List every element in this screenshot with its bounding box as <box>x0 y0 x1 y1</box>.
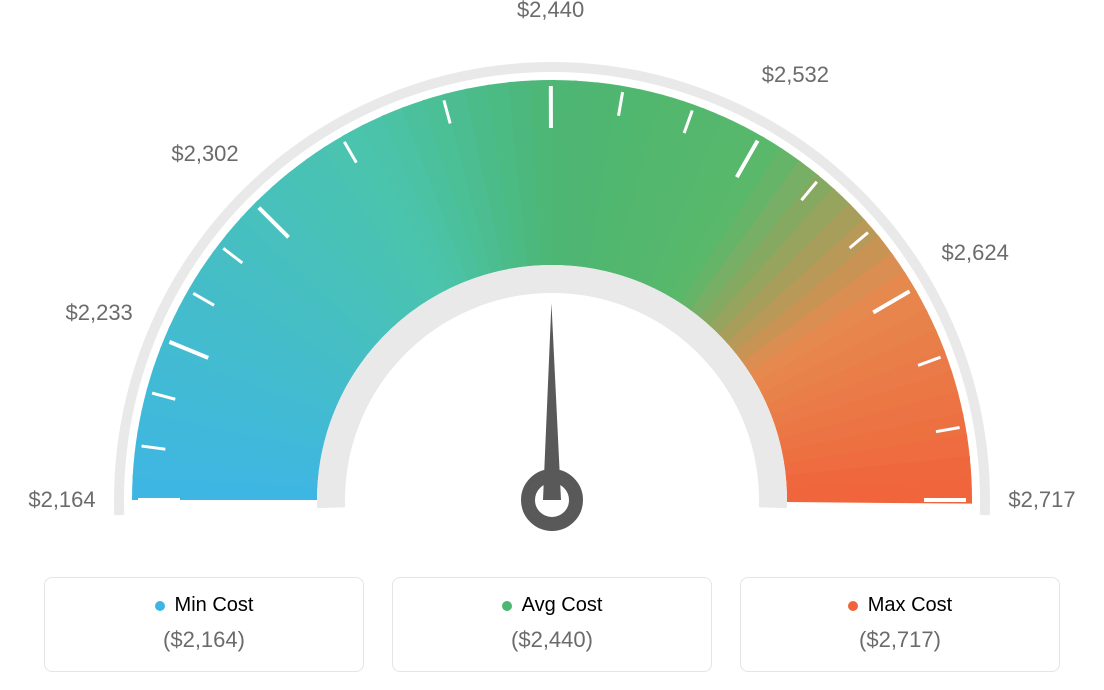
dot-icon <box>848 601 858 611</box>
gauge-tick-label: $2,302 <box>171 141 238 167</box>
min-cost-card: Min Cost ($2,164) <box>44 577 364 672</box>
gauge-tick-label: $2,440 <box>517 0 584 23</box>
avg-cost-title: Avg Cost <box>502 594 603 617</box>
max-cost-card: Max Cost ($2,717) <box>740 577 1060 672</box>
avg-cost-value: ($2,440) <box>411 627 693 653</box>
gauge-tick-label: $2,164 <box>28 487 95 513</box>
max-cost-label: Max Cost <box>868 594 952 617</box>
min-cost-label: Min Cost <box>175 594 254 617</box>
min-cost-title: Min Cost <box>155 594 254 617</box>
max-cost-value: ($2,717) <box>759 627 1041 653</box>
min-cost-value: ($2,164) <box>63 627 345 653</box>
avg-cost-label: Avg Cost <box>522 594 603 617</box>
chart-container: $2,164 $2,233 $2,302 $2,440 $2,532 $2,624 $2,7… <box>0 0 1104 690</box>
cost-gauge <box>0 0 1104 560</box>
max-cost-title: Max Cost <box>848 594 952 617</box>
avg-cost-card: Avg Cost ($2,440) <box>392 577 712 672</box>
dot-icon <box>155 601 165 611</box>
gauge-tick-label: $2,717 <box>1008 487 1075 513</box>
gauge-tick-label: $2,233 <box>66 300 133 326</box>
gauge-area: $2,164 $2,233 $2,302 $2,440 $2,532 $2,624 $2,7… <box>0 0 1104 560</box>
dot-icon <box>502 601 512 611</box>
gauge-tick-label: $2,532 <box>762 62 829 88</box>
gauge-tick-label: $2,624 <box>942 240 1009 266</box>
legend-row: Min Cost ($2,164) Avg Cost ($2,440) Max … <box>0 577 1104 672</box>
